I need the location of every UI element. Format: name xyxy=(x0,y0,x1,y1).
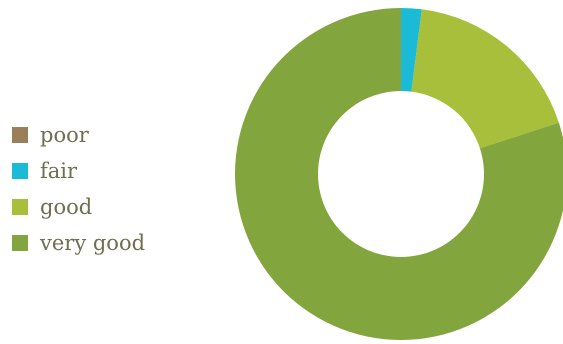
legend: poor fair good very good xyxy=(12,117,145,261)
legend-label-poor: poor xyxy=(40,122,89,147)
legend-swatch-fair xyxy=(12,163,28,179)
legend-item-fair: fair xyxy=(12,153,145,189)
legend-item-very-good: very good xyxy=(12,225,145,261)
slice-good xyxy=(411,9,559,149)
legend-item-poor: poor xyxy=(12,117,145,153)
legend-swatch-very-good xyxy=(12,235,28,251)
legend-swatch-good xyxy=(12,199,28,215)
legend-item-good: good xyxy=(12,189,145,225)
legend-label-very-good: very good xyxy=(40,230,146,255)
slice-fair xyxy=(401,8,422,92)
legend-label-fair: fair xyxy=(40,158,78,183)
legend-swatch-poor xyxy=(12,127,28,143)
slice-very-good xyxy=(235,8,563,340)
legend-label-good: good xyxy=(40,194,93,219)
